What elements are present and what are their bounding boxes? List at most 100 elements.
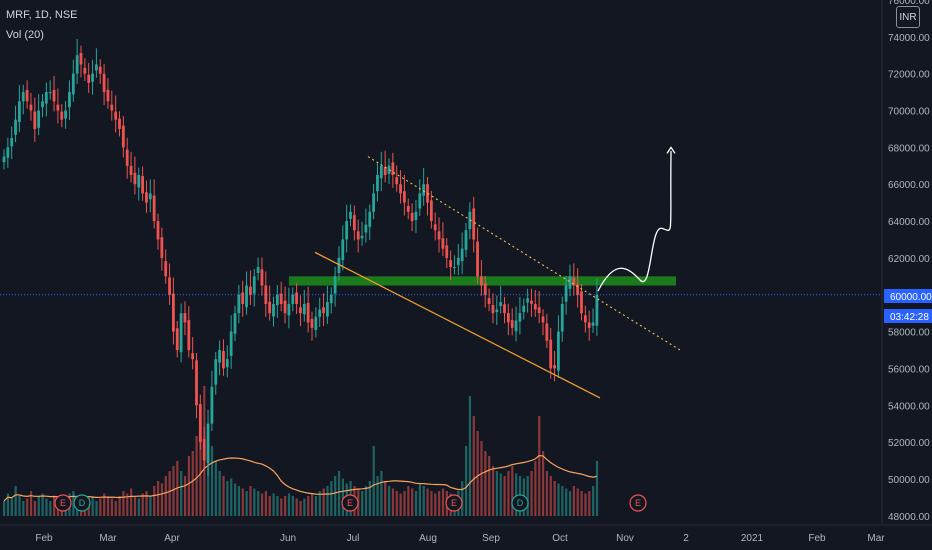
candle — [518, 296, 522, 335]
candle-body — [156, 221, 160, 240]
candle — [495, 295, 499, 325]
time-tick-label: Nov — [616, 533, 634, 544]
candle-body — [241, 292, 245, 304]
candle — [349, 204, 352, 227]
candle — [95, 48, 98, 78]
candle — [233, 305, 237, 342]
candle — [183, 301, 187, 336]
countdown-tag — [884, 309, 932, 323]
candle — [403, 175, 406, 216]
volume-bar — [499, 473, 502, 516]
event-label: D — [517, 498, 524, 508]
volume-bar — [565, 488, 568, 516]
candle — [175, 320, 179, 358]
candle — [426, 176, 429, 216]
candle-body — [583, 315, 587, 323]
candle-body — [429, 200, 433, 222]
candle-body — [333, 276, 337, 294]
volume-bar — [145, 491, 148, 516]
volume-bar — [106, 496, 110, 516]
volume-bar — [588, 491, 591, 516]
candle — [372, 183, 375, 220]
volume-bar — [99, 498, 102, 516]
candle — [191, 337, 195, 370]
candle — [114, 95, 118, 133]
candle — [483, 275, 487, 308]
volume-legend[interactable]: Vol (20) — [6, 29, 44, 41]
volume-bar — [114, 501, 117, 516]
candle — [533, 289, 537, 317]
volume-bar — [26, 498, 29, 516]
candle-body — [272, 303, 275, 317]
volume-bar — [418, 483, 421, 516]
candle-body — [264, 285, 268, 304]
candle-body — [229, 331, 233, 356]
volume-bar — [476, 431, 479, 516]
volume-bar — [299, 501, 302, 516]
symbol-legend[interactable]: MRF, 1D, NSE — [6, 9, 78, 21]
candle — [352, 205, 356, 241]
volume-bar — [538, 416, 541, 516]
candle-body — [291, 294, 295, 304]
candle — [287, 287, 291, 329]
candle-body — [148, 193, 152, 200]
volume-bar — [507, 471, 510, 516]
candle-body — [464, 230, 468, 250]
candle — [557, 315, 560, 378]
candle — [79, 45, 83, 78]
candle-body — [187, 320, 191, 350]
candle-body — [503, 304, 506, 314]
candle-body — [160, 237, 164, 258]
candle — [249, 270, 252, 305]
volume-bar — [153, 486, 156, 516]
candle — [44, 82, 48, 117]
candle-body — [252, 276, 256, 294]
candle-body — [483, 283, 487, 295]
time-tick-label: Jul — [347, 533, 360, 544]
candle — [214, 351, 218, 395]
candle-body — [118, 118, 121, 129]
volume-bar — [183, 476, 187, 516]
price-tick-label: 76000.00 — [888, 0, 930, 7]
candle — [14, 105, 17, 143]
candle — [160, 227, 164, 271]
candle — [560, 296, 564, 342]
volume-bar — [414, 491, 418, 516]
candle-body — [222, 351, 225, 369]
trend-drawings[interactable] — [314, 146, 681, 399]
volume-bar — [399, 493, 402, 516]
candle — [48, 80, 52, 100]
price-axis[interactable]: 48000.00 50000.00 52000.00 54000.00 56000.00… — [881, 0, 930, 525]
volume-bar — [168, 471, 171, 516]
candle-body — [553, 365, 556, 369]
volume-bar — [10, 498, 13, 516]
candle-body — [418, 193, 422, 209]
candle-body — [468, 211, 472, 230]
volume-bar — [33, 501, 36, 516]
candle — [453, 255, 456, 275]
candle-body — [29, 104, 33, 111]
candle-body — [25, 89, 29, 102]
candle-body — [106, 89, 110, 102]
candle — [537, 291, 541, 324]
candle-body — [79, 53, 83, 65]
volume-bar — [545, 471, 549, 516]
time-axis[interactable]: Feb Mar Apr Jun Jul Aug Sep Oct Nov 2 2021 Feb Mar — [0, 524, 932, 544]
candle — [83, 58, 87, 82]
candle-body — [172, 293, 175, 332]
candle-body — [56, 104, 60, 111]
candle — [576, 268, 580, 308]
candle-body — [295, 292, 298, 304]
volume-bar — [137, 498, 140, 516]
volume-bar — [249, 486, 252, 516]
candle — [383, 150, 387, 183]
candle-body — [403, 191, 406, 203]
candle — [145, 180, 148, 213]
volume-bar — [307, 496, 310, 516]
currency-badge[interactable]: INR — [896, 6, 920, 28]
volume-bar — [110, 498, 113, 516]
price-tick-label: 58000.00 — [888, 328, 930, 339]
volume-bar — [364, 486, 368, 516]
